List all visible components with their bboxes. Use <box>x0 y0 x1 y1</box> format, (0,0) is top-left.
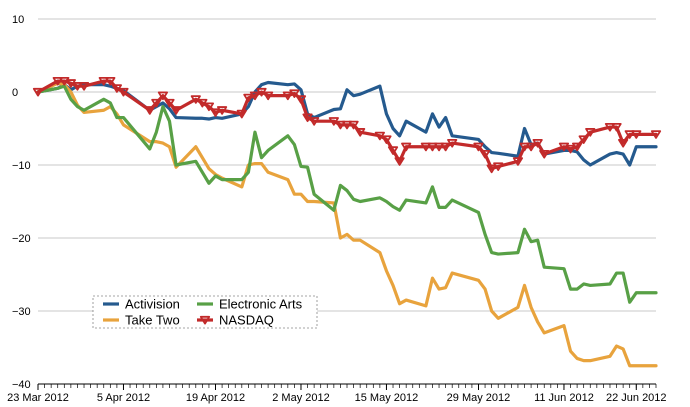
x-tick-label: 11 Jun 2012 <box>534 392 594 404</box>
data-point-marker <box>585 128 596 137</box>
data-point-marker <box>519 142 530 152</box>
legend-label-nasdaq: NASDAQ <box>219 313 274 328</box>
data-point-marker <box>164 98 175 108</box>
data-point-marker <box>604 122 616 132</box>
legend: Activision Electronic Arts Take Two NASDAQ <box>92 295 318 329</box>
data-point-marker <box>525 142 537 152</box>
data-point-marker <box>98 76 109 86</box>
x-tick-label: 19 Apr 2012 <box>186 392 245 404</box>
x-tick-label: 22 Jun 2012 <box>606 392 667 404</box>
x-tick-label: 2 May 2012 <box>272 392 329 404</box>
data-point-marker <box>52 76 63 86</box>
y-tick-label: −30 <box>12 306 31 318</box>
series-line <box>36 79 658 171</box>
series-nasdaq <box>32 76 662 174</box>
data-point-marker <box>512 157 524 166</box>
series-lines <box>32 76 662 368</box>
data-point-marker <box>539 149 550 159</box>
y-tick-label: −20 <box>12 233 31 245</box>
data-point-marker <box>118 87 129 97</box>
legend-label-activision: Activision <box>125 297 180 312</box>
data-point-marker <box>348 120 359 130</box>
y-tick-label: −40 <box>12 379 31 391</box>
data-point-marker <box>282 91 293 101</box>
data-point-marker <box>105 76 116 86</box>
data-point-marker <box>618 139 629 148</box>
data-point-marker <box>447 139 458 148</box>
data-point-marker <box>611 122 622 132</box>
series-electronic-arts <box>36 84 658 304</box>
data-point-marker <box>493 162 504 171</box>
legend-label-take-two: Take Two <box>125 313 180 328</box>
x-tick-label: 15 May 2012 <box>355 392 419 404</box>
data-point-marker <box>486 164 497 174</box>
legend-marker-nasdaq <box>199 315 211 325</box>
data-point-marker <box>394 157 405 166</box>
data-point-marker <box>433 142 445 152</box>
data-point-marker <box>151 98 162 108</box>
data-point-marker <box>381 135 392 144</box>
y-tick-label: 0 <box>12 87 18 99</box>
data-point-marker <box>387 146 399 155</box>
data-point-marker <box>565 144 576 154</box>
data-point-marker <box>236 109 247 119</box>
y-tick-label: −10 <box>12 160 31 172</box>
data-point-marker <box>203 102 215 112</box>
data-point-marker <box>335 120 346 130</box>
data-point-marker <box>243 93 254 103</box>
data-point-marker <box>624 130 635 139</box>
data-point-marker <box>72 82 83 91</box>
data-point-marker <box>650 130 662 139</box>
data-point-marker <box>144 106 155 115</box>
data-point-marker <box>295 95 307 104</box>
data-point-marker <box>263 91 274 101</box>
data-point-marker <box>401 142 412 152</box>
data-point-marker <box>572 142 583 152</box>
series-line <box>36 84 658 304</box>
x-tick-label: 5 Apr 2012 <box>97 392 150 404</box>
data-point-marker <box>309 117 320 126</box>
y-tick-label: 10 <box>12 14 24 26</box>
data-point-marker <box>578 135 589 144</box>
data-point-marker <box>631 130 642 139</box>
data-point-marker <box>427 142 438 152</box>
data-point-marker <box>32 87 44 97</box>
data-point-marker <box>249 91 261 101</box>
data-point-marker <box>170 106 182 115</box>
data-point-marker <box>216 106 228 115</box>
x-tick-label: 23 Mar 2012 <box>7 392 69 404</box>
data-point-marker <box>355 128 366 137</box>
data-point-marker <box>157 91 169 101</box>
data-point-marker <box>420 142 431 152</box>
data-point-marker <box>289 89 300 98</box>
data-point-marker <box>473 142 484 152</box>
data-point-marker <box>479 149 491 159</box>
data-point-marker <box>440 142 451 152</box>
data-point-marker <box>78 82 90 91</box>
legend-label-electronic-arts: Electronic Arts <box>219 297 303 312</box>
data-point-marker <box>341 120 353 130</box>
x-tick-label: 29 May 2012 <box>447 392 511 404</box>
data-point-marker <box>532 139 543 148</box>
data-point-marker <box>210 108 221 117</box>
